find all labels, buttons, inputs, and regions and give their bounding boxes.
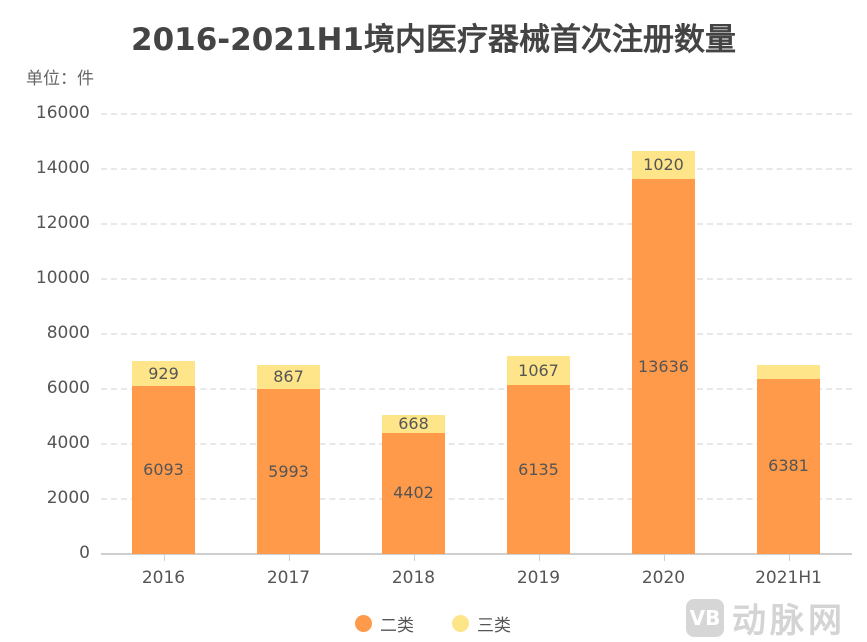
x-tick-label: 2019	[516, 568, 561, 588]
unit-label: 单位：件	[26, 69, 94, 89]
bar-segment-class2[interactable]	[632, 179, 695, 554]
y-tick-label: 6000	[46, 378, 90, 398]
bar-segment-class3[interactable]	[507, 355, 570, 386]
bar-segment-class3[interactable]	[382, 414, 445, 433]
y-tick-label: 16000	[35, 103, 90, 123]
bar-value-label: 1067	[518, 360, 559, 380]
legend-dot-icon	[452, 615, 469, 632]
gridline	[101, 333, 852, 335]
gridline	[101, 223, 852, 225]
y-tick-label: 0	[79, 543, 90, 563]
watermark: VB 动脉网	[686, 593, 846, 642]
bar-value-label: 6093	[143, 460, 184, 480]
gridline	[101, 168, 852, 170]
bar-segment-class2[interactable]	[132, 386, 195, 554]
bar-segment-class2[interactable]	[257, 389, 320, 554]
bar-value-label: 13636	[638, 356, 689, 376]
x-tick	[664, 555, 665, 561]
bar-value-label: 867	[273, 367, 304, 387]
x-tick-label: 2018	[391, 568, 436, 588]
legend-label: 二类	[380, 616, 414, 636]
x-tick-label: 2020	[641, 568, 686, 588]
bar-value-label: 5993	[268, 461, 309, 481]
x-axis	[101, 553, 852, 555]
gridline	[101, 113, 852, 115]
legend: 二类 三类	[0, 611, 867, 636]
x-tick-label: 2017	[266, 568, 311, 588]
y-tick-label: 8000	[46, 323, 90, 343]
bar-value-label: 6135	[518, 459, 559, 479]
bar-segment-class3[interactable]	[632, 150, 695, 179]
x-tick-label: 2016	[141, 568, 186, 588]
legend-item-class2[interactable]: 二类	[355, 611, 414, 636]
y-tick-label: 14000	[35, 158, 90, 178]
y-tick-label: 10000	[35, 268, 90, 288]
legend-label: 三类	[477, 616, 511, 636]
x-tick	[414, 555, 415, 561]
y-tick-label: 12000	[35, 213, 90, 233]
watermark-text: 动脉网	[732, 601, 846, 641]
bar-segment-class3[interactable]	[257, 365, 320, 390]
legend-dot-icon	[355, 615, 372, 632]
gridline	[101, 388, 852, 390]
y-tick-label: 4000	[46, 433, 90, 453]
bar-segment-class2[interactable]	[757, 378, 820, 554]
x-tick	[164, 555, 165, 561]
bar-value-label: 6381	[768, 456, 809, 476]
bar-segment-class2[interactable]	[382, 432, 445, 554]
chart-title: 2016-2021H1境内医疗器械首次注册数量	[131, 22, 736, 58]
x-tick	[539, 555, 540, 561]
x-tick-label: 2021H1	[755, 568, 822, 588]
vb-logo-icon: VB	[686, 598, 724, 637]
y-tick-label: 2000	[46, 488, 90, 508]
bar-value-label: 929	[148, 363, 179, 383]
gridline	[101, 443, 852, 445]
bar-value-label: 1020	[643, 154, 684, 174]
bar-segment-class3[interactable]	[132, 360, 195, 387]
gridline	[101, 498, 852, 500]
x-tick	[789, 555, 790, 561]
bar-segment-class3[interactable]	[757, 364, 820, 379]
gridline	[101, 278, 852, 280]
bar-segment-class2[interactable]	[507, 385, 570, 554]
bar-value-label: 668	[398, 413, 429, 433]
legend-item-class3[interactable]: 三类	[452, 611, 511, 636]
bar-value-label: 4402	[393, 483, 434, 503]
x-tick	[289, 555, 290, 561]
